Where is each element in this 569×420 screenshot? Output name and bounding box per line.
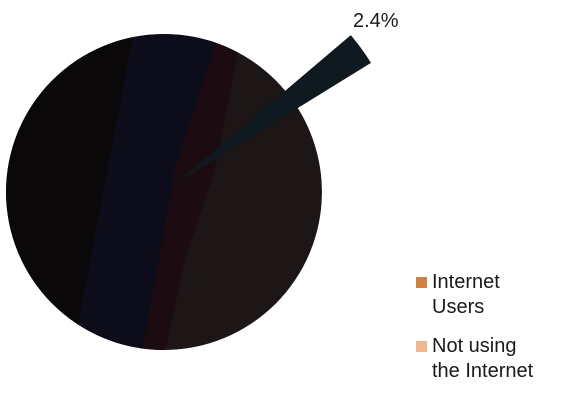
legend-label-line: Users (432, 296, 485, 318)
legend-item-internet-users: Internet Users (416, 270, 566, 320)
data-label-internet-users: 2.4% (353, 10, 399, 32)
legend-label-not-using: Not using the Internet (432, 334, 562, 384)
legend: Internet Users Not using the Internet (416, 270, 566, 398)
legend-swatch-not-using (416, 341, 427, 352)
shading-band-navy (60, 34, 230, 350)
legend-item-not-using: Not using the Internet (416, 334, 566, 384)
pie-main-slice (6, 34, 322, 350)
legend-label-internet-users: Internet Users (432, 270, 562, 320)
legend-label-line: Internet (432, 271, 500, 293)
shading-band-maroon (130, 34, 248, 350)
legend-swatch-internet-users (416, 277, 427, 288)
pie-slice-internet-users (176, 35, 371, 183)
legend-label-line: the Internet (432, 360, 534, 382)
legend-label-line: Not using (432, 335, 517, 357)
